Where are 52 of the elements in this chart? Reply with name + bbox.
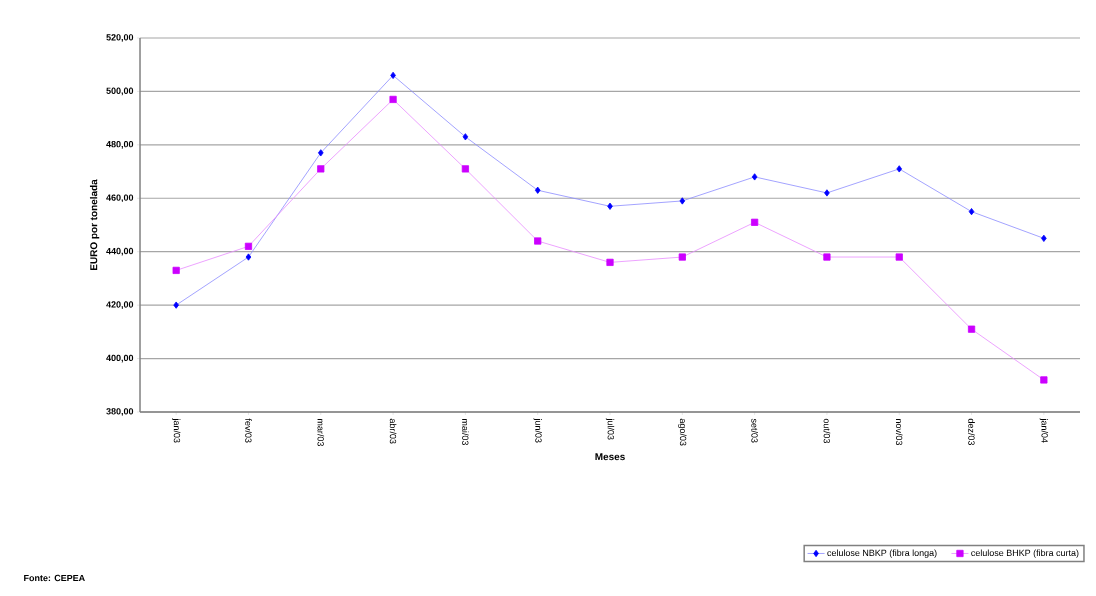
point [172, 266, 180, 274]
x-tick-label: mar/03 [317, 419, 325, 447]
point [390, 71, 396, 79]
point [461, 165, 469, 173]
point [895, 253, 903, 261]
x-tick-label: fev/03 [245, 418, 252, 443]
point [968, 208, 975, 216]
point [823, 253, 831, 261]
legend-label: celulose BHKP (fibra curta) [971, 549, 1079, 558]
point [534, 186, 541, 194]
point [317, 149, 324, 157]
point [607, 202, 613, 210]
x-tick-label: set/03 [751, 418, 758, 443]
x-tick-label: out/03 [823, 418, 831, 444]
point [1040, 376, 1048, 384]
x-tick-label: jul/03 [605, 418, 615, 440]
x-tick-label: abr/03 [389, 418, 397, 444]
x-axis-title: Meses [595, 453, 625, 461]
point [679, 197, 686, 205]
x-tick-label: mai/03 [462, 419, 469, 446]
x-tick-label: jan/04 [1039, 418, 1049, 443]
y-tick-label: 440,00 [106, 247, 134, 256]
y-tick-label: 460,00 [106, 194, 134, 203]
point [173, 301, 179, 309]
point [824, 189, 830, 197]
point [896, 165, 903, 173]
x-tick-label: nov/03 [895, 419, 903, 446]
y-tick-label: 500,00 [106, 87, 134, 96]
y-tick-label: 480,00 [106, 141, 134, 149]
point [244, 242, 253, 250]
point [967, 325, 976, 333]
y-tick-label: 520,00 [106, 34, 134, 42]
x-tick-label: jun/03 [533, 418, 542, 443]
point [389, 95, 397, 104]
point [534, 237, 542, 245]
x-tick-label: dez/03 [968, 418, 975, 446]
legend-label: celulose NBKP (fibra longa) [827, 549, 937, 558]
x-tick-label: ago/03 [678, 418, 687, 446]
point [1041, 234, 1047, 242]
y-axis-title: EURO por tonelada [89, 179, 100, 270]
x-tick-label: jan/03 [171, 418, 181, 443]
source-note: Fonte: CEPEA [24, 574, 85, 582]
point [317, 165, 325, 173]
y-tick-label: 400,00 [106, 354, 134, 363]
point [462, 133, 469, 141]
point [751, 173, 758, 181]
point [751, 218, 759, 226]
point [245, 253, 252, 261]
point [606, 258, 614, 266]
point [678, 253, 686, 261]
y-tick-label: 420,00 [106, 301, 134, 309]
y-tick-label: 380,00 [106, 408, 134, 416]
